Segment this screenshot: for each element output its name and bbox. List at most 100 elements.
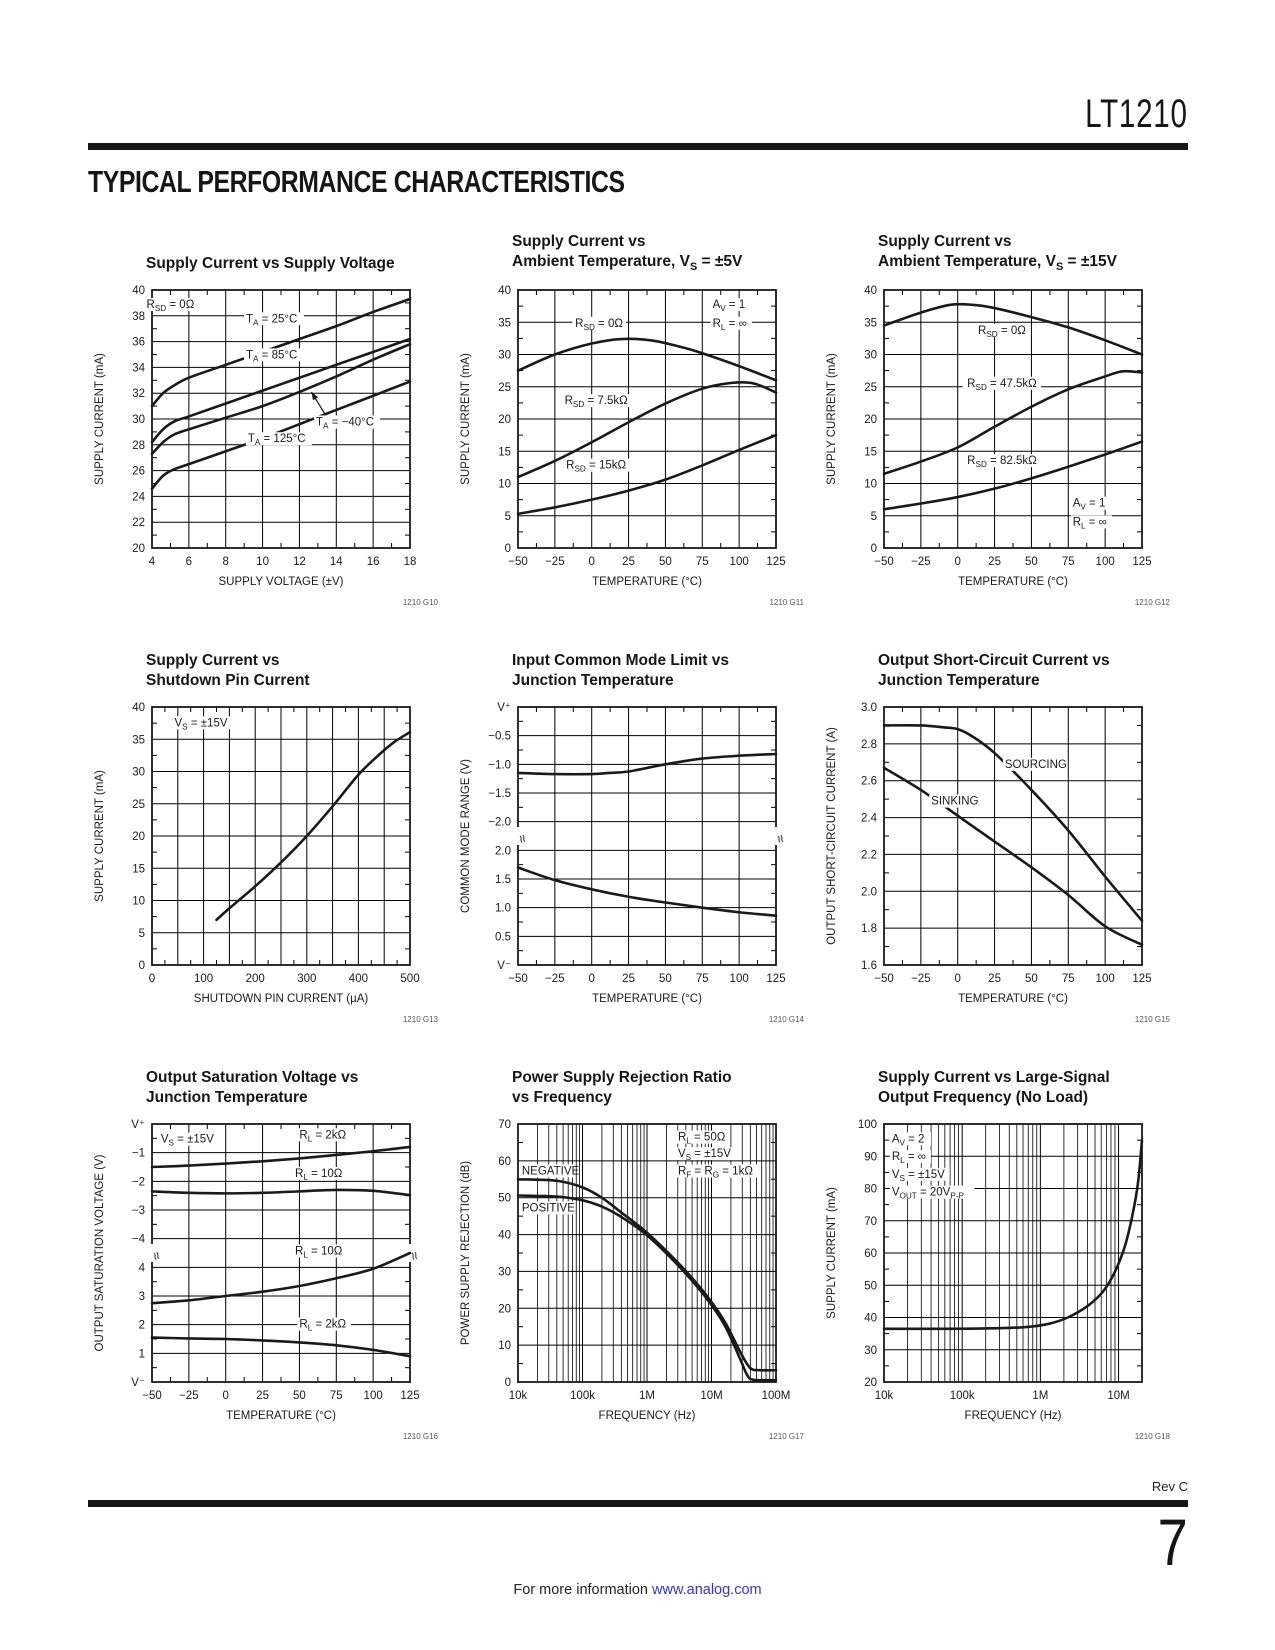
svg-text:20: 20 — [132, 543, 145, 555]
svg-text:5: 5 — [139, 928, 145, 940]
figure-id: 1210 G12 — [1134, 598, 1170, 607]
svg-text:VOUT = 20VP-P: VOUT = 20VP-P — [892, 1187, 965, 1201]
annotation-group: AV = 2 RL = ∞ VS = ±15V VOUT = 20VP-P — [889, 1132, 975, 1201]
svg-text:TA = 25°C: TA = 25°C — [246, 313, 297, 327]
svg-text:RSD = 7.5kΩ: RSD = 7.5kΩ — [565, 395, 629, 409]
svg-text:20: 20 — [132, 831, 145, 843]
svg-text:125: 125 — [1132, 556, 1151, 568]
svg-text:1.6: 1.6 — [861, 960, 877, 972]
plot-group: SOURCING SINKING −50 −25 0 25 50 75 100 125 1.6 1.8… — [826, 702, 1152, 1005]
svg-text:36: 36 — [132, 337, 145, 349]
svg-text:14: 14 — [330, 556, 343, 568]
annotation-group: NEGATIVE POSITIVE RL = 50Ω VS = ±15V RF = RG… — [519, 1130, 761, 1215]
chart-title: Output Short-Circuit Current vs Junction … — [878, 651, 1110, 689]
svg-text:8: 8 — [223, 556, 229, 568]
svg-text:25: 25 — [864, 382, 877, 394]
svg-text:RL = ∞: RL = ∞ — [892, 1151, 926, 1165]
chart-plot: ≈ ≈ VS = ±15V RL = 2kΩ RL = 10Ω RL = 10Ω RL = … — [94, 1119, 424, 1422]
chart-title: Power Supply Rejection Ratio vs Frequency — [512, 1068, 732, 1106]
svg-text:1.0: 1.0 — [495, 903, 511, 915]
series-group — [516, 1177, 778, 1382]
svg-text:2: 2 — [139, 1320, 145, 1332]
svg-text:100: 100 — [730, 973, 749, 985]
svg-text:20: 20 — [498, 1303, 511, 1315]
svg-text:−25: −25 — [911, 973, 931, 985]
svg-text:5: 5 — [505, 511, 511, 523]
svg-text:0.5: 0.5 — [495, 931, 511, 943]
svg-text:10: 10 — [256, 556, 269, 568]
svg-text:RSD = 0Ω: RSD = 0Ω — [575, 318, 623, 332]
figure-id: 1210 G16 — [402, 1432, 438, 1441]
axis-labels: −50 −25 0 25 50 75 100 125 V⁺ −0.5 −1.0 −1.5 −2.0 2.0… — [460, 702, 786, 1005]
svg-text:RL = 2kΩ: RL = 2kΩ — [299, 1319, 346, 1333]
svg-text:≈: ≈ — [772, 833, 790, 845]
svg-text:2.4: 2.4 — [861, 813, 878, 825]
svg-text:25: 25 — [622, 556, 635, 568]
series-group — [516, 337, 778, 516]
svg-text:100: 100 — [730, 556, 749, 568]
chart-plot: RSD = 0Ω RSD = 7.5kΩ RSD = 15kΩ AV = 1 RL = … — [460, 285, 786, 588]
svg-text:0: 0 — [223, 1390, 229, 1402]
svg-text:100M: 100M — [762, 1390, 790, 1402]
svg-text:70: 70 — [864, 1216, 877, 1228]
chart-title: Supply Current vs Large-Signal Output Fre… — [878, 1068, 1110, 1106]
chart-title: Supply Current vs Shutdown Pin Current — [146, 651, 310, 689]
svg-text:SUPPLY CURRENT (mA): SUPPLY CURRENT (mA) — [94, 770, 106, 902]
plot-group: NEGATIVE POSITIVE RL = 50Ω VS = ±15V RF = RG… — [460, 1119, 790, 1422]
svg-text:100k: 100k — [950, 1390, 975, 1402]
charts-grid: Supply Current vs Supply Voltage RSD = 0… — [88, 226, 1188, 1441]
svg-text:0: 0 — [955, 556, 961, 568]
figure-id: 1210 G15 — [1134, 1015, 1170, 1024]
svg-text:V⁻: V⁻ — [497, 960, 511, 972]
svg-text:−50: −50 — [874, 973, 894, 985]
svg-text:−4: −4 — [132, 1234, 146, 1246]
svg-text:V⁻: V⁻ — [131, 1377, 145, 1389]
svg-text:2.6: 2.6 — [861, 776, 877, 788]
chart-title: Output Saturation Voltage vs Junction Tem… — [146, 1068, 359, 1106]
analog-website-link[interactable]: www.analog.com — [652, 1582, 762, 1598]
chart-plot: RSD = 0Ω TA = 25°C TA = 85°C TA = 125°C TA =… — [94, 285, 416, 588]
svg-text:0: 0 — [505, 1377, 511, 1389]
revision-label: Rev C — [1151, 1479, 1188, 1494]
svg-text:500: 500 — [400, 973, 419, 985]
plot-group: ≈ ≈ VS = ±15V RL = 2kΩ RL = 10Ω RL = 10Ω RL = … — [94, 1119, 424, 1422]
axis-labels: −50 −25 0 25 50 75 100 125 0 5 10 15 20 25 30 35 40 TEMPE… — [460, 285, 786, 588]
chart-title: Supply Current vs Supply Voltage — [146, 254, 395, 272]
svg-text:3.0: 3.0 — [861, 702, 877, 714]
series-group — [882, 302, 1144, 511]
svg-text:0: 0 — [871, 543, 877, 555]
svg-text:28: 28 — [132, 440, 145, 452]
chart-supply-current-vs-temp-5v: Supply Current vs Ambient Temperature, VS… — [454, 226, 820, 607]
svg-text:75: 75 — [1062, 973, 1075, 985]
svg-text:SUPPLY CURRENT (mA): SUPPLY CURRENT (mA) — [94, 353, 106, 485]
svg-text:100: 100 — [1096, 556, 1115, 568]
svg-text:TEMPERATURE (°C): TEMPERATURE (°C) — [226, 1410, 336, 1422]
svg-text:100: 100 — [858, 1119, 877, 1131]
svg-text:−50: −50 — [508, 973, 528, 985]
svg-text:4: 4 — [149, 556, 156, 568]
svg-text:0: 0 — [139, 960, 145, 972]
svg-text:1M: 1M — [1032, 1390, 1048, 1402]
svg-text:2.0: 2.0 — [861, 886, 877, 898]
svg-text:VS = ±15V: VS = ±15V — [175, 717, 228, 731]
svg-text:40: 40 — [498, 1230, 511, 1242]
svg-text:35: 35 — [132, 734, 145, 746]
axis-labels: −50 −25 0 25 50 75 100 125 V⁺ −1 −2 −3 −4 4 3 2 1 V⁻ TEMPE… — [94, 1119, 420, 1422]
chart-title: Supply Current vs Ambient Temperature, VS… — [878, 232, 1118, 273]
svg-text:AV = 1: AV = 1 — [1073, 498, 1106, 512]
svg-text:40: 40 — [498, 285, 511, 297]
svg-text:25: 25 — [256, 1390, 269, 1402]
svg-text:125: 125 — [766, 556, 785, 568]
svg-text:SHUTDOWN PIN CURRENT (µA): SHUTDOWN PIN CURRENT (µA) — [194, 993, 369, 1005]
svg-text:TEMPERATURE (°C): TEMPERATURE (°C) — [958, 993, 1068, 1005]
chart-plot: SOURCING SINKING −50 −25 0 25 50 75 100 125 1.6 1.8… — [826, 702, 1152, 1005]
chart-supply-current-vs-output-frequency: Supply Current vs Large-Signal Output Fre… — [820, 1060, 1186, 1441]
svg-text:75: 75 — [696, 973, 709, 985]
series-group — [215, 730, 412, 922]
svg-text:50: 50 — [1025, 973, 1038, 985]
chart-plot: RSD = 0Ω RSD = 47.5kΩ RSD = 82.5kΩ AV = 1 RL… — [826, 285, 1152, 588]
svg-text:V⁺: V⁺ — [497, 702, 511, 714]
svg-text:RSD = 82.5kΩ: RSD = 82.5kΩ — [967, 455, 1037, 469]
figure-id: 1210 G11 — [769, 598, 804, 607]
svg-text:125: 125 — [1132, 973, 1151, 985]
